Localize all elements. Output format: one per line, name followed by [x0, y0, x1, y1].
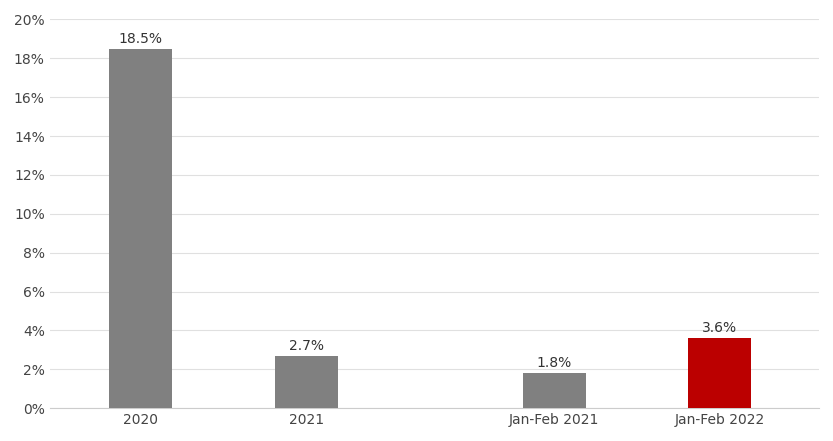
Bar [275, 356, 337, 408]
Text: 1.8%: 1.8% [536, 356, 572, 370]
Text: 3.6%: 3.6% [702, 321, 737, 335]
Bar [109, 49, 172, 408]
Bar [523, 373, 586, 408]
Text: 18.5%: 18.5% [118, 32, 162, 45]
Bar [688, 338, 751, 408]
Text: 2.7%: 2.7% [288, 339, 323, 353]
